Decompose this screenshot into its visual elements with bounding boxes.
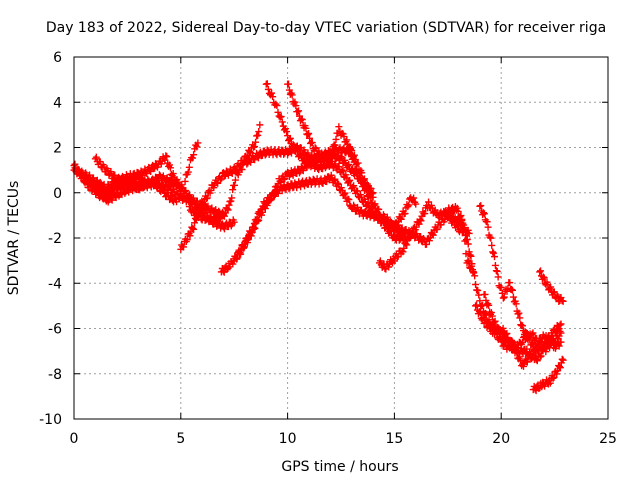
x-axis-label: GPS time / hours (281, 459, 398, 475)
series-15 (480, 290, 542, 370)
series-16-markers (529, 355, 567, 395)
y-tick-label: 6 (53, 50, 62, 66)
y-tick-label: -4 (48, 276, 62, 292)
series-8-markers (262, 80, 409, 245)
x-tick-label: 0 (70, 431, 79, 447)
x-tick-label: 5 (176, 431, 185, 447)
series-11-markers (380, 194, 420, 233)
data-points (70, 80, 567, 395)
series-17-markers (536, 267, 567, 306)
series-4 (177, 121, 264, 253)
y-tick-label: -2 (48, 231, 62, 247)
series-17 (536, 267, 567, 306)
series-11 (380, 194, 420, 233)
y-tick-label: 0 (53, 186, 62, 202)
series-16 (529, 355, 567, 395)
y-tick-label: 2 (53, 141, 62, 157)
series-8 (262, 80, 409, 245)
x-tick-label: 10 (279, 431, 297, 447)
y-tick-label: -6 (48, 322, 62, 338)
x-tick-label: 25 (599, 431, 617, 447)
x-tick-label: 20 (492, 431, 510, 447)
chart-title: Day 183 of 2022, Sidereal Day-to-day VTE… (46, 20, 606, 36)
x-tick-label: 15 (385, 431, 403, 447)
series-15-markers (480, 290, 542, 370)
series-4-markers (177, 121, 264, 253)
series-5 (181, 139, 202, 185)
y-tick-label: -8 (48, 367, 62, 383)
y-axis-label: SDTVAR / TECUs (6, 181, 22, 296)
ticks: 0 5 10 15 20 25 -10 -8 -6 -4 -2 0 2 4 6 (39, 50, 617, 447)
series-5-markers (181, 139, 202, 185)
y-tick-label: 4 (53, 95, 62, 111)
series-3-markers (74, 167, 181, 206)
series-3 (74, 167, 181, 206)
y-tick-label: -10 (39, 412, 62, 428)
